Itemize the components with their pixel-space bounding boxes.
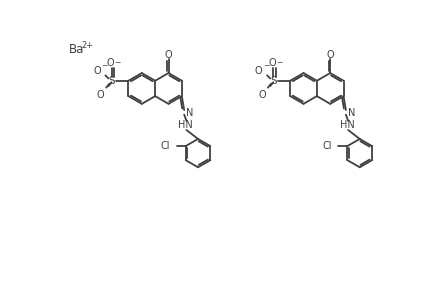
Text: −: − — [263, 62, 270, 71]
Text: N: N — [347, 108, 355, 118]
Text: O: O — [326, 49, 334, 60]
Text: HN: HN — [178, 120, 193, 130]
Text: −: − — [276, 58, 283, 67]
Text: O: O — [165, 49, 172, 60]
Text: −: − — [101, 62, 108, 71]
Text: O: O — [259, 90, 266, 99]
Text: S: S — [270, 76, 276, 86]
Text: O: O — [93, 67, 101, 76]
Text: O: O — [107, 58, 115, 68]
Text: N: N — [186, 108, 193, 118]
Text: 2+: 2+ — [82, 41, 94, 50]
Text: O: O — [255, 67, 262, 76]
Text: HN: HN — [340, 120, 355, 130]
Text: O: O — [269, 58, 276, 68]
Text: −: − — [114, 58, 121, 67]
Text: Cl: Cl — [322, 141, 332, 151]
Text: Ba: Ba — [69, 43, 84, 56]
Text: S: S — [108, 76, 115, 86]
Text: Cl: Cl — [161, 141, 170, 151]
Text: O: O — [97, 90, 104, 99]
